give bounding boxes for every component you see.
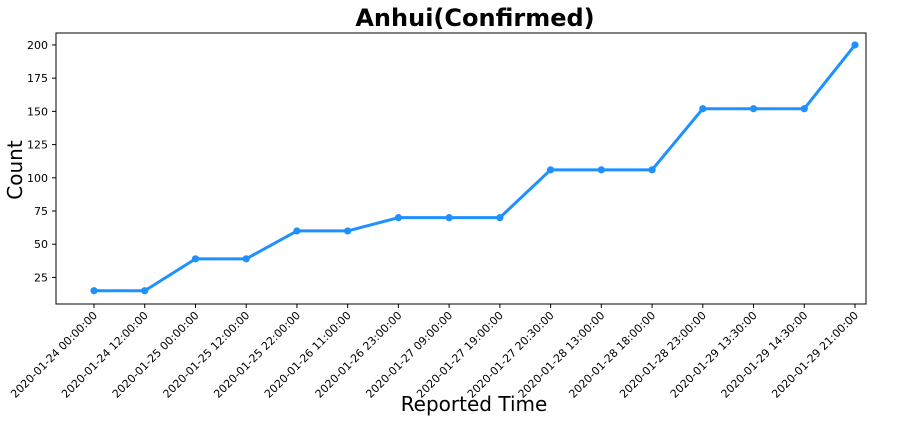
x-tick-label: 2020-01-28 13:00:00 xyxy=(516,309,608,401)
x-tick-label: 2020-01-25 00:00:00 xyxy=(110,309,202,401)
data-point xyxy=(394,214,402,222)
x-tick-label: 2020-01-25 22:00:00 xyxy=(211,309,303,401)
y-tick-label: 75 xyxy=(34,205,48,218)
x-tick-label: 2020-01-25 12:00:00 xyxy=(161,309,253,401)
data-point xyxy=(749,105,758,113)
x-tick-label: 2020-01-26 11:00:00 xyxy=(262,309,354,401)
data-point xyxy=(90,287,98,295)
x-tick-label: 2020-01-27 20:30:00 xyxy=(465,309,557,401)
x-tick-label: 2020-01-24 00:00:00 xyxy=(8,309,100,401)
data-point xyxy=(597,166,605,174)
x-tick-label: 2020-01-28 23:00:00 xyxy=(617,309,709,401)
x-axis-label: Reported Time xyxy=(401,392,548,416)
x-tick-label: 2020-01-29 13:30:00 xyxy=(668,309,760,401)
chart-title: Anhui(Confirmed) xyxy=(355,4,594,32)
data-point xyxy=(344,227,352,235)
data-point xyxy=(242,255,250,263)
y-axis-label: Count xyxy=(3,140,27,200)
y-tick-label: 150 xyxy=(27,105,48,118)
y-axis-ticks: 25 50 75 100 125 150 175 200 xyxy=(27,39,56,284)
y-tick-label: 25 xyxy=(34,271,48,284)
y-tick-label: 100 xyxy=(27,172,48,185)
data-point xyxy=(445,214,453,222)
x-tick-label: 2020-01-29 21:00:00 xyxy=(769,309,861,401)
data-point xyxy=(496,214,504,222)
series-confirmed xyxy=(90,41,859,295)
data-point xyxy=(191,255,200,263)
data-point xyxy=(800,105,808,113)
plot-frame xyxy=(55,32,867,305)
data-point xyxy=(851,41,859,49)
y-tick-label: 50 xyxy=(34,238,48,251)
x-tick-label: 2020-01-24 12:00:00 xyxy=(59,309,151,401)
data-point xyxy=(293,227,301,235)
data-point xyxy=(141,287,149,295)
y-tick-label: 125 xyxy=(27,139,48,152)
x-tick-label: 2020-01-26 23:00:00 xyxy=(313,309,405,401)
x-tick-label: 2020-01-28 18:00:00 xyxy=(566,309,658,401)
x-tick-label: 2020-01-27 09:00:00 xyxy=(363,309,455,401)
y-tick-label: 175 xyxy=(27,72,48,85)
data-point xyxy=(699,105,707,113)
x-tick-label: 2020-01-29 14:30:00 xyxy=(719,309,811,401)
series-line xyxy=(92,43,857,293)
x-tick-label: 2020-01-27 19:00:00 xyxy=(414,309,506,401)
y-tick-label: 200 xyxy=(27,39,48,52)
data-point xyxy=(648,166,656,174)
data-point xyxy=(547,166,555,174)
